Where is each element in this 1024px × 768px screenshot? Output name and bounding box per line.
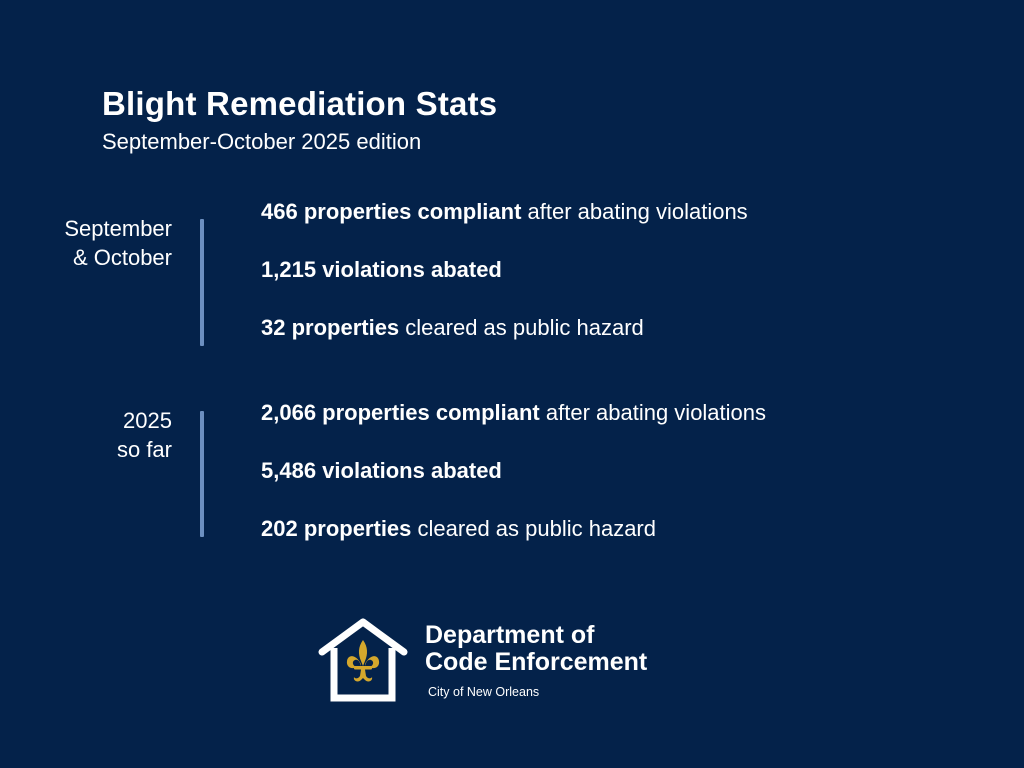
stat-description: after abating violations [521, 199, 748, 224]
section-label-line: 2025 [123, 408, 172, 433]
section-divider [200, 411, 204, 537]
stat-item: 1,215 violations abated [261, 255, 748, 285]
stat-value: 2,066 properties compliant [261, 400, 540, 425]
page-title: Blight Remediation Stats [102, 85, 498, 122]
section-label-line: so far [116, 437, 172, 462]
stat-item: 466 properties compliant after abating v… [261, 197, 748, 227]
stat-item: 2,066 properties compliant after abating… [261, 398, 766, 428]
stat-description: cleared as public hazard [411, 516, 656, 541]
stat-value: 466 properties compliant [261, 199, 522, 224]
stat-item: 5,486 violations abated [261, 456, 766, 486]
section-divider [200, 219, 204, 346]
department-name-line: Code Enforcement [425, 648, 648, 676]
stat-item: 202 properties cleared as public hazard [261, 514, 766, 544]
department-name-line: Department of [425, 621, 595, 649]
department-logo: Department of Code Enforcement City of N… [318, 618, 718, 708]
stat-item: 32 properties cleared as public hazard [261, 313, 748, 343]
stats-list: 466 properties compliant after abating v… [261, 197, 748, 371]
house-fleur-de-lis-icon [318, 618, 408, 702]
stat-description: cleared as public hazard [399, 315, 644, 340]
stats-list: 2,066 properties compliant after abating… [261, 398, 766, 572]
city-name: City of New Orleans [428, 685, 540, 699]
stat-value: 1,215 violations abated [261, 257, 502, 282]
stat-value: 5,486 violations abated [261, 458, 502, 483]
department-name: Department of Code Enforcement [425, 622, 647, 676]
page-subtitle: September-October 2025 edition [102, 129, 422, 154]
section-label-line: & October [72, 245, 172, 270]
stat-value: 32 properties [261, 315, 400, 340]
stat-description: after abating violations [539, 400, 767, 425]
section-label: 2025 so far [117, 406, 172, 464]
header: Blight Remediation Stats September-Octob… [102, 84, 497, 156]
section-label-line: September [64, 216, 172, 241]
stat-value: 202 properties [261, 516, 412, 541]
section-label: September & October [64, 214, 172, 272]
